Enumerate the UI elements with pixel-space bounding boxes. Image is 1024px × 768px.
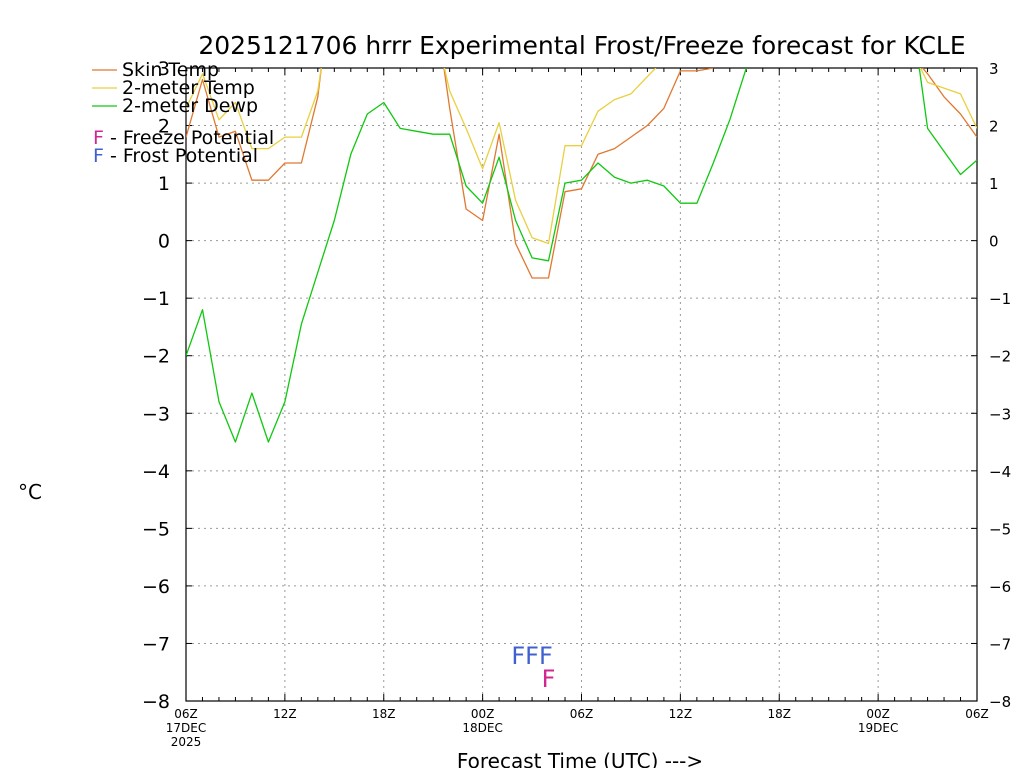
y-tick-labels-left: 3 2 1 0 −1 −2 −3 −4 −5 −6 −7 −8 xyxy=(142,58,170,713)
potential-legend-letter: F xyxy=(93,127,104,149)
x-tick-label: 18Z xyxy=(768,707,792,721)
potential-legend-text: - Frost Potential xyxy=(104,145,258,167)
y-axis-label: °C xyxy=(18,480,42,504)
x-tick-year: 2025 xyxy=(171,735,202,749)
potential-legend-entry: F - Frost Potential xyxy=(93,145,258,167)
plot-frame xyxy=(185,67,978,702)
x-axis-label: Forecast Time (UTC) ---> xyxy=(457,749,703,768)
x-tick-label: 18Z xyxy=(372,707,396,721)
y-tick-label-left: −6 xyxy=(142,576,170,598)
y-tick-label-right: −4 xyxy=(989,463,1011,481)
y-tick-label-left: −1 xyxy=(142,288,170,310)
x-tick-label: 06Z xyxy=(570,707,594,721)
series-line-skin-temp xyxy=(186,68,714,279)
x-tick-label: 12Z xyxy=(273,707,297,721)
legend-entry: 2-meter Temp xyxy=(122,77,255,99)
y-tick-label-left: −8 xyxy=(142,691,170,713)
y-tick-label-left: −7 xyxy=(142,633,170,655)
y-tick-label-right: −1 xyxy=(989,290,1011,308)
freeze-potential-marker: F xyxy=(542,665,556,693)
x-tick-label: 12Z xyxy=(669,707,693,721)
grid-lines xyxy=(186,68,977,701)
x-tick-date: 17DEC xyxy=(166,721,206,735)
y-tick-label-right: 1 xyxy=(989,175,999,193)
x-tick-label: 00Z xyxy=(866,707,890,721)
y-tick-label-right: −5 xyxy=(989,520,1011,538)
series-line-2-meter-dewp-tail xyxy=(918,68,977,176)
y-tick-label-left: −2 xyxy=(142,346,170,368)
potential-legend-text: - Freeze Potential xyxy=(104,127,274,149)
frost-potential-marker: FFF xyxy=(511,642,552,670)
y-tick-labels-right: 3 2 1 0 −1 −2 −3 −4 −5 −6 −7 −8 xyxy=(989,60,1011,711)
legend-entry: Skin Temp xyxy=(122,59,219,81)
series-line-2-meter-temp-tail xyxy=(919,68,977,129)
y-tick-label-right: 0 xyxy=(989,233,999,251)
series-line-skin-temp-tail xyxy=(921,68,977,138)
y-tick-label-left: 2 xyxy=(158,116,170,138)
y-tick-label-left: 0 xyxy=(158,231,170,253)
y-tick-label-left: −3 xyxy=(142,403,170,425)
y-tick-label-left: −5 xyxy=(142,518,170,540)
y-tick-label-left: 3 xyxy=(158,58,170,80)
y-tick-label-right: 2 xyxy=(989,118,999,136)
x-tick-label: 00Z xyxy=(471,707,495,721)
y-tick-label-right: −2 xyxy=(989,348,1011,366)
y-tick-label-right: −3 xyxy=(989,405,1011,423)
x-tick-date: 19DEC xyxy=(858,721,898,735)
chart-title: 2025121706 hrrr Experimental Frost/Freez… xyxy=(198,31,965,60)
x-tick-label: 06Z xyxy=(965,707,989,721)
legend-entry: 2-meter Dewp xyxy=(122,95,258,117)
x-tick-date: 18DEC xyxy=(462,721,502,735)
potential-legend-entry: F - Freeze Potential xyxy=(93,127,274,149)
y-tick-label-left: −4 xyxy=(142,461,170,483)
series-layer xyxy=(186,68,977,443)
series-line-2-meter-dewp xyxy=(186,68,747,443)
y-tick-label-right: 3 xyxy=(989,60,999,78)
potential-legend-letter: F xyxy=(93,145,104,167)
y-tick-label-right: −7 xyxy=(989,635,1011,653)
y-tick-label-right: −8 xyxy=(989,693,1011,711)
series-line-2-meter-temp xyxy=(186,68,657,245)
y-tick-label-right: −6 xyxy=(989,578,1011,596)
x-tick-label: 06Z xyxy=(174,707,198,721)
y-tick-label-left: 1 xyxy=(158,173,170,195)
axis-ticks xyxy=(185,67,978,702)
